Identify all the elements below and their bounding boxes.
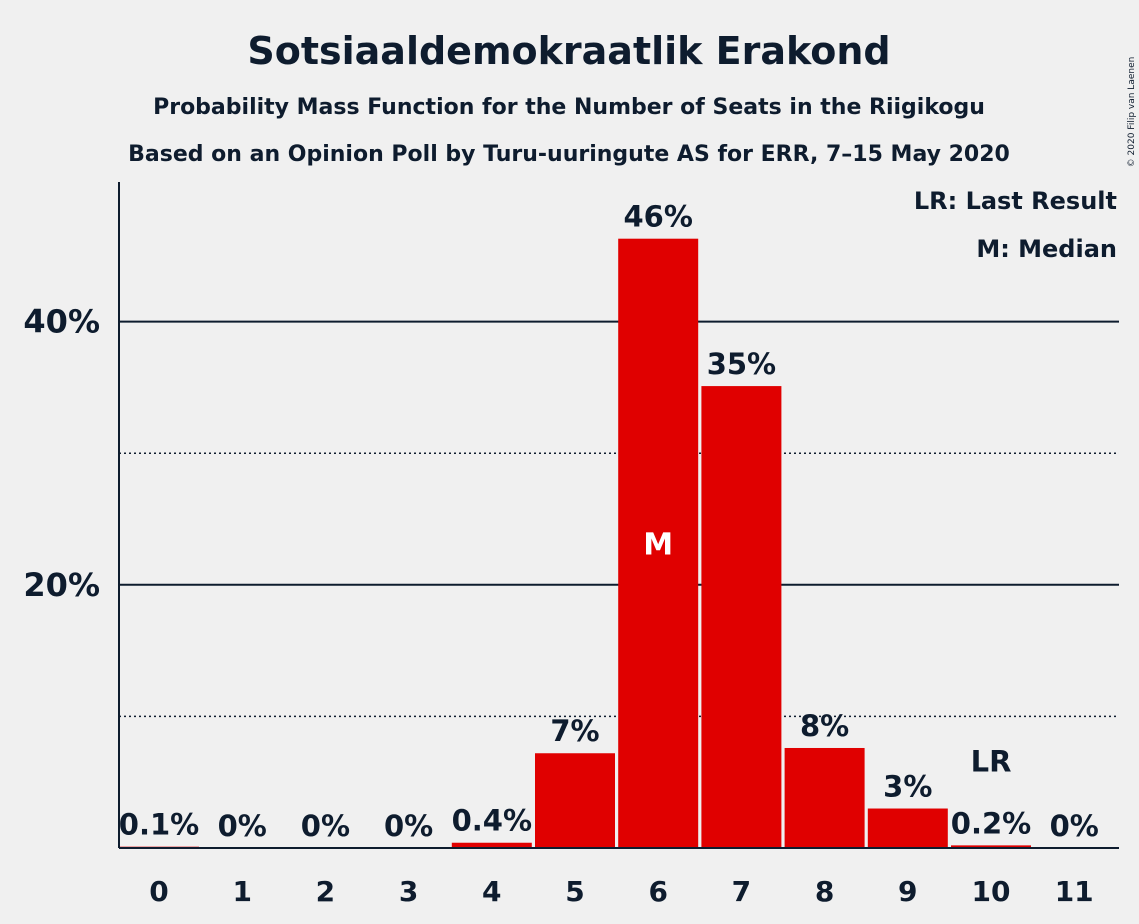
x-tick-label: 7 [732,875,751,908]
x-tick-label: 8 [815,875,834,908]
bar-9 [867,808,948,848]
x-tick-label: 10 [972,875,1011,908]
value-label-11: 0% [1050,809,1099,843]
value-label-6: 46% [623,200,692,234]
value-labels: 0.1% 0% 0% 0% 0.4% 7% 46% M 35% 8% 3% 0.2% LR 0% [119,200,1099,843]
y-tick-label: 20% [23,566,100,604]
bar-5 [535,753,615,848]
y-tick-label: 40% [23,303,100,341]
value-label-0: 0.1% [119,808,199,842]
x-tick-label: 11 [1055,875,1094,908]
bar-8 [784,747,865,848]
x-tick-label: 6 [648,875,667,908]
bar-7 [701,386,782,848]
median-marker: M [643,527,673,562]
bar-10 [951,845,1031,848]
value-label-7: 35% [707,347,776,381]
copyright-notice: © 2020 Filip van Laenen [1127,57,1137,168]
value-label-3: 0% [384,809,433,843]
y-axis: 20% 40% [23,182,120,848]
bars [119,238,1031,848]
x-tick-label: 9 [898,875,917,908]
bar-6 [618,238,699,848]
value-label-8: 8% [800,709,849,743]
x-tick-label: 5 [565,875,584,908]
value-label-10: 0.2% [951,806,1031,840]
x-tick-label: 1 [232,875,251,908]
chart-subtitle-2: Based on an Opinion Poll by Turu-uuringu… [128,142,1010,167]
x-tick-label: 3 [399,875,418,908]
value-label-5: 7% [550,714,599,748]
legend-median: M: Median [976,235,1117,263]
value-label-4: 0.4% [452,804,532,838]
x-tick-label: 2 [316,875,335,908]
last-result-marker: LR [971,744,1012,778]
x-axis: 0 1 2 3 4 5 6 7 8 9 10 11 [119,847,1119,908]
chart-title: Sotsiaaldemokraatlik Erakond [247,29,890,73]
legend-last-result: LR: Last Result [914,187,1117,215]
x-tick-label: 0 [149,875,168,908]
chart-subtitle-1: Probability Mass Function for the Number… [153,95,985,120]
value-label-1: 0% [218,809,267,843]
x-tick-label: 4 [482,875,501,908]
value-label-2: 0% [301,809,350,843]
bar-4 [451,842,532,848]
value-label-9: 3% [883,770,932,804]
